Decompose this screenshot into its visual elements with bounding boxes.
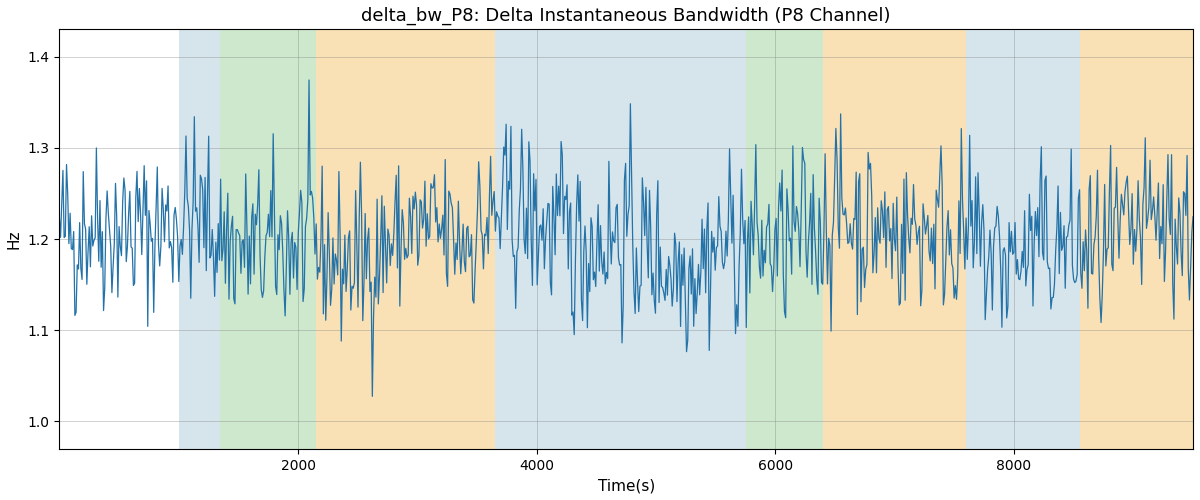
X-axis label: Time(s): Time(s) bbox=[598, 478, 655, 493]
Bar bbox=[715, 30, 745, 449]
Bar bbox=[1080, 30, 1193, 449]
Bar bbox=[179, 30, 221, 449]
Y-axis label: Hz: Hz bbox=[7, 230, 22, 249]
Bar bbox=[221, 30, 316, 449]
Bar bbox=[823, 30, 966, 449]
Title: delta_bw_P8: Delta Instantaneous Bandwidth (P8 Channel): delta_bw_P8: Delta Instantaneous Bandwid… bbox=[361, 7, 890, 25]
Bar bbox=[745, 30, 823, 449]
Bar bbox=[966, 30, 1080, 449]
Bar bbox=[316, 30, 494, 449]
Bar bbox=[494, 30, 715, 449]
